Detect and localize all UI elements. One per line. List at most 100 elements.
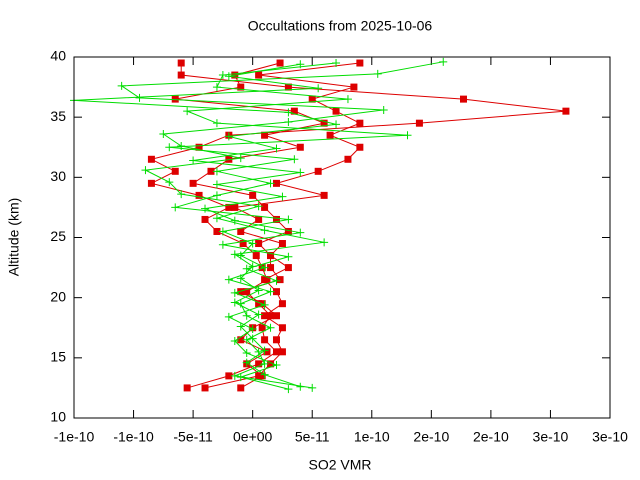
point — [224, 275, 233, 284]
point — [278, 348, 286, 356]
point — [230, 250, 239, 259]
point — [141, 166, 150, 175]
point — [159, 130, 168, 139]
point — [254, 202, 263, 211]
point — [260, 359, 269, 368]
point — [272, 361, 281, 370]
point — [242, 264, 251, 273]
point — [314, 167, 322, 175]
point — [459, 95, 467, 103]
point — [254, 347, 263, 356]
point — [415, 119, 423, 127]
x-tick-label: 3e-10 — [592, 429, 628, 445]
point — [189, 179, 197, 187]
series-line — [204, 62, 362, 389]
point — [263, 348, 271, 356]
point — [189, 156, 198, 165]
point — [230, 298, 239, 307]
point — [218, 240, 227, 249]
point — [332, 59, 341, 68]
point — [296, 228, 305, 237]
point — [243, 288, 251, 296]
point — [239, 240, 247, 248]
point — [278, 300, 286, 308]
chart-title: Occultations from 2025-10-06 — [248, 18, 433, 34]
series-line — [73, 63, 337, 390]
point — [296, 143, 304, 151]
point — [284, 215, 293, 224]
point — [255, 240, 263, 248]
point — [242, 349, 251, 358]
point — [276, 276, 284, 284]
point — [212, 119, 221, 128]
y-tick-label: 30 — [50, 168, 66, 184]
point — [171, 167, 179, 175]
point — [439, 57, 448, 66]
point — [284, 227, 292, 235]
point — [258, 324, 266, 332]
point — [255, 300, 263, 308]
point — [272, 288, 280, 296]
point — [201, 204, 210, 213]
point — [267, 360, 275, 368]
point — [260, 370, 269, 379]
point — [225, 203, 233, 211]
point — [201, 215, 209, 223]
point — [261, 203, 269, 211]
x-tick-label: 1e-10 — [354, 429, 390, 445]
point — [236, 251, 245, 260]
y-tick-label: 25 — [50, 228, 66, 244]
point — [320, 238, 329, 247]
point — [254, 310, 263, 319]
point — [278, 192, 287, 201]
point — [267, 312, 275, 320]
point — [332, 107, 340, 115]
point — [224, 72, 233, 81]
point — [212, 214, 221, 223]
y-tick-label: 15 — [50, 349, 66, 365]
point — [261, 276, 269, 284]
point — [343, 95, 352, 104]
x-tick-label: 5e-11 — [295, 429, 330, 445]
point — [177, 59, 185, 67]
point — [236, 154, 245, 163]
point — [242, 335, 251, 344]
point — [562, 107, 570, 115]
point — [278, 240, 286, 248]
point — [373, 69, 382, 78]
point — [218, 71, 227, 80]
point — [308, 383, 317, 392]
point — [356, 143, 364, 151]
point — [117, 81, 126, 90]
x-tick-label: 2e-10 — [413, 429, 449, 445]
point — [267, 252, 275, 260]
point — [272, 215, 280, 223]
point — [165, 143, 174, 152]
point — [195, 191, 203, 199]
point — [308, 95, 316, 103]
point — [212, 191, 221, 200]
point — [255, 360, 263, 368]
x-tick-label: -1e-10 — [54, 429, 95, 445]
x-axis-label: SO2 VMR — [308, 457, 371, 473]
point — [224, 312, 233, 321]
point — [201, 384, 209, 392]
point — [255, 372, 263, 380]
point — [272, 276, 281, 285]
point — [258, 372, 266, 380]
y-tick-label: 20 — [50, 288, 66, 304]
point — [272, 312, 280, 320]
point — [284, 108, 293, 117]
point — [344, 155, 352, 163]
point — [320, 191, 328, 199]
point — [326, 131, 334, 139]
point — [284, 252, 293, 261]
x-tick-label: 3e-10 — [533, 429, 569, 445]
point — [171, 203, 180, 212]
point — [261, 312, 269, 320]
point — [284, 83, 292, 91]
point — [195, 143, 203, 151]
y-axis-label: Altitude (km) — [6, 198, 22, 277]
